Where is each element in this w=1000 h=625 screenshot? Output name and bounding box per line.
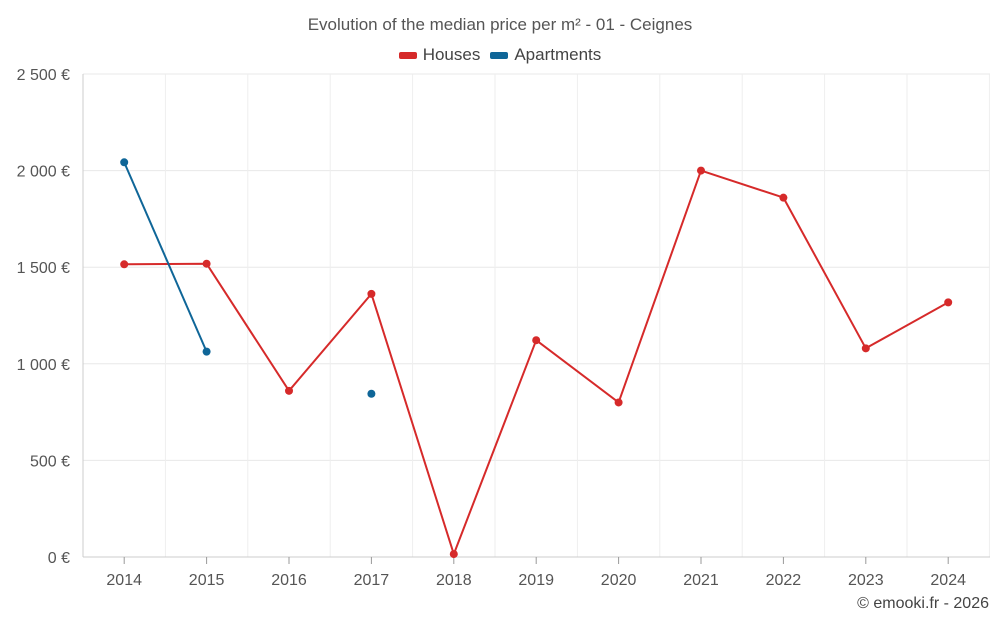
y-tick-label: 500 € <box>30 453 70 470</box>
credit-text: © emooki.fr - 2026 <box>857 595 989 612</box>
y-tick-label: 1 000 € <box>17 357 70 374</box>
x-tick-label: 2019 <box>518 572 554 589</box>
data-point-apartments <box>202 347 211 356</box>
legend-label-houses: Houses <box>422 45 481 64</box>
x-tick-label: 2023 <box>848 572 884 589</box>
x-tick-label: 2024 <box>930 572 966 589</box>
y-tick-label: 1 500 € <box>17 260 70 277</box>
x-tick-label: 2017 <box>354 572 390 589</box>
legend-swatch-apartments <box>490 51 509 59</box>
grid-layer <box>82 73 990 557</box>
data-point-houses <box>532 336 541 345</box>
data-point-houses <box>779 193 788 202</box>
series-layer <box>120 158 953 559</box>
chart-title: Evolution of the median price per m² - 0… <box>307 15 693 34</box>
data-point-houses <box>614 398 623 407</box>
legend-swatch-houses <box>398 51 417 59</box>
x-tick-label: 2022 <box>766 572 802 589</box>
data-point-houses <box>449 550 458 559</box>
y-tick-label: 0 € <box>48 550 70 567</box>
data-point-houses <box>285 386 293 395</box>
axis-layer: 0 € 500 € 1 000 € 1 500 € 2 000 € 2 500 € 2014… <box>17 67 990 589</box>
x-tick-label: 2021 <box>683 572 719 589</box>
data-point-houses <box>861 344 870 353</box>
legend-item-apartments[interactable]: Apartments <box>490 45 601 65</box>
data-point-houses <box>367 289 376 298</box>
data-point-apartments <box>367 389 376 398</box>
data-point-houses <box>202 259 211 268</box>
chart-legend: Houses Apartments <box>0 45 1000 65</box>
legend-item-houses[interactable]: Houses <box>398 45 481 65</box>
x-tick-label: 2015 <box>189 572 225 589</box>
data-point-houses <box>120 260 129 269</box>
x-tick-label: 2016 <box>271 572 307 589</box>
x-tick-label: 2014 <box>106 572 142 589</box>
series-line-apartments <box>123 161 208 352</box>
x-tick-label: 2018 <box>436 572 472 589</box>
data-point-houses <box>944 298 953 307</box>
legend-label-apartments: Apartments <box>514 45 602 64</box>
data-point-houses <box>697 166 705 175</box>
y-tick-label: 2 000 € <box>17 164 70 181</box>
x-tick-label: 2020 <box>601 572 637 589</box>
y-tick-label: 2 500 € <box>17 67 70 84</box>
data-point-apartments <box>120 158 129 167</box>
